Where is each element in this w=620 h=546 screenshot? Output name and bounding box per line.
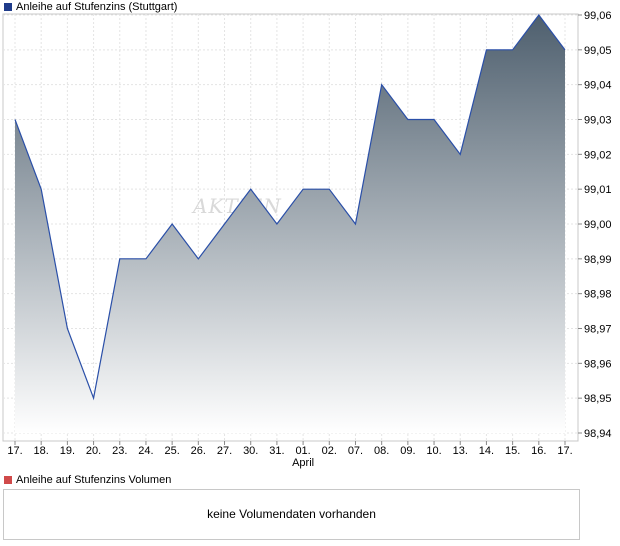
x-tick-label: 13. [453, 445, 468, 457]
x-tick-label: 20. [86, 445, 101, 457]
y-tick-label: 99,02 [584, 149, 612, 161]
price-legend-label: Anleihe auf Stufenzins (Stuttgart) [16, 1, 178, 13]
y-tick-label: 99,00 [584, 219, 612, 231]
x-tick-label: 23. [112, 445, 127, 457]
x-tick-label: 17. [557, 445, 572, 457]
y-tick-label: 98,97 [584, 324, 612, 336]
x-tick-label: 19. [60, 445, 75, 457]
x-tick-label: 17. [7, 445, 22, 457]
volume-panel: keine Volumendaten vorhanden [3, 489, 580, 540]
x-tick-label: 18. [34, 445, 49, 457]
price-legend: Anleihe auf Stufenzins (Stuttgart) [4, 0, 177, 14]
price-legend-swatch [4, 3, 12, 11]
y-tick-label: 98,95 [584, 393, 612, 405]
volume-empty-message: keine Volumendaten vorhanden [207, 507, 376, 521]
volume-legend: Anleihe auf Stufenzins Volumen [4, 473, 171, 487]
x-tick-label: 14. [479, 445, 494, 457]
y-tick-label: 99,04 [584, 80, 612, 92]
x-tick-label: 16. [531, 445, 546, 457]
x-tick-label: 25. [164, 445, 179, 457]
x-tick-label: 07. [348, 445, 363, 457]
x-tick-label: 08. [374, 445, 389, 457]
y-tick-label: 98,98 [584, 289, 612, 301]
y-tick-label: 99,06 [584, 10, 612, 22]
y-tick-label: 98,99 [584, 254, 612, 266]
price-chart: AKTIEN 98,9498,9598,9698,9798,9898,9999,… [2, 10, 612, 469]
x-tick-label: 24. [138, 445, 153, 457]
y-tick-label: 99,03 [584, 115, 612, 127]
y-tick-label: 99,05 [584, 45, 612, 57]
volume-legend-label: Anleihe auf Stufenzins Volumen [16, 474, 172, 486]
x-tick-label: 30. [243, 445, 258, 457]
x-tick-label: 31. [269, 445, 284, 457]
price-line [14, 14, 566, 401]
volume-legend-swatch [4, 476, 12, 484]
y-tick-label: 99,01 [584, 184, 612, 196]
x-tick-label: 10. [426, 445, 441, 457]
x-month-label: April [292, 457, 314, 469]
x-tick-label: 09. [400, 445, 415, 457]
y-tick-label: 98,96 [584, 358, 612, 370]
x-tick-label: 01. [295, 445, 310, 457]
y-tick-label: 98,94 [584, 428, 612, 440]
x-tick-label: 15. [505, 445, 520, 457]
x-tick-label: 26. [191, 445, 206, 457]
x-tick-label: 02. [322, 445, 337, 457]
x-tick-label: 27. [217, 445, 232, 457]
